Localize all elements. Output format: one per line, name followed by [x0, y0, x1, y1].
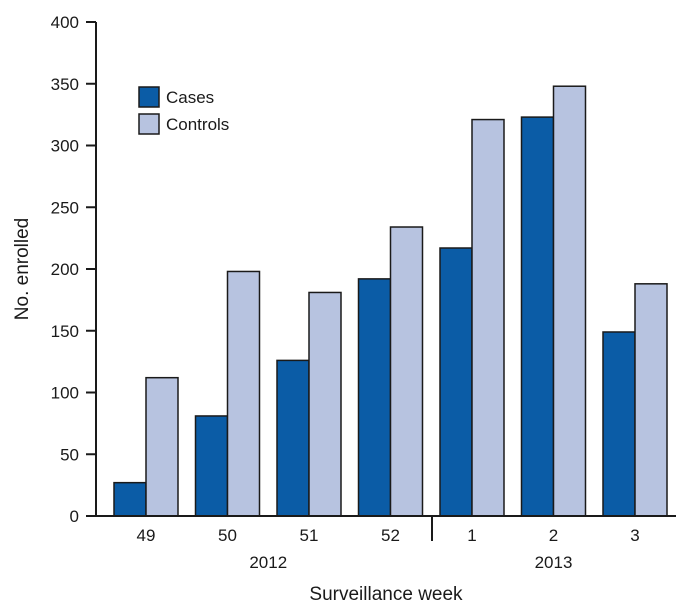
y-tick-label: 400: [51, 13, 79, 32]
x-axis-title: Surveillance week: [309, 584, 463, 604]
bar-cases-1: [439, 247, 473, 517]
bar-cases-52: [357, 278, 392, 517]
y-tick-label: 100: [51, 384, 79, 403]
bar-cases-50: [194, 415, 229, 517]
bar-controls-1: [471, 118, 505, 517]
x-labels-group: 49 50 51 52 1 2 3: [137, 526, 640, 545]
year-labels-group: 2012 2013: [249, 553, 572, 572]
legend-label-cases: Cases: [166, 88, 214, 107]
x-category-label: 51: [300, 526, 319, 545]
x-category-label: 1: [467, 526, 476, 545]
bars-group: [113, 85, 668, 517]
x-category-label: 3: [630, 526, 639, 545]
y-tick-label: 50: [60, 445, 79, 464]
bar-controls-51: [308, 291, 342, 517]
x-category-label: 50: [218, 526, 237, 545]
bar-controls-49: [145, 376, 179, 517]
x-category-label: 2: [549, 526, 558, 545]
legend: Cases Controls: [138, 86, 229, 135]
y-tick-label: 200: [51, 260, 79, 279]
x-category-label: 52: [381, 526, 400, 545]
bar-cases-3: [602, 331, 636, 517]
legend-swatch-cases: [138, 86, 160, 108]
bar-cases-2: [520, 116, 555, 517]
y-tick-label: 250: [51, 198, 79, 217]
year-label-2012: 2012: [249, 553, 287, 572]
y-tick-label: 0: [70, 507, 79, 526]
y-tick-label: 300: [51, 137, 79, 156]
y-axis-title: No. enrolled: [12, 218, 33, 320]
bar-controls-52: [389, 226, 424, 517]
y-tick-label: 350: [51, 75, 79, 94]
bar-controls-3: [634, 283, 668, 517]
bar-cases-51: [276, 359, 310, 517]
year-label-2013: 2013: [535, 553, 573, 572]
y-ticks-group: 0 50 100 150 200 250 300 350 400: [51, 13, 96, 526]
bar-cases-49: [113, 481, 147, 517]
legend-label-controls: Controls: [166, 115, 229, 134]
legend-swatch-controls: [138, 113, 160, 135]
x-category-label: 49: [137, 526, 156, 545]
y-tick-label: 150: [51, 322, 79, 341]
bar-controls-50: [226, 270, 261, 517]
bar-controls-2: [552, 85, 587, 517]
